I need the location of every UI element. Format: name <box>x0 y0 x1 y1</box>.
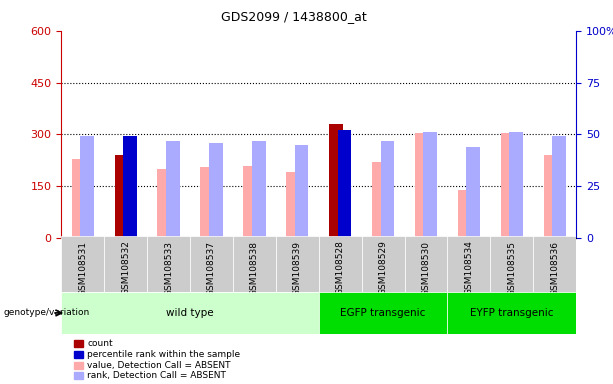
Bar <box>533 236 576 292</box>
Text: GSM108539: GSM108539 <box>293 241 302 296</box>
Bar <box>372 162 386 238</box>
Bar <box>190 236 233 292</box>
Text: GSM108535: GSM108535 <box>508 241 516 296</box>
Bar <box>338 130 351 238</box>
Bar <box>405 236 447 292</box>
Bar <box>104 236 147 292</box>
Text: wild type: wild type <box>166 308 214 318</box>
Bar <box>458 190 471 238</box>
Bar <box>200 167 214 238</box>
Text: GDS2099 / 1438800_at: GDS2099 / 1438800_at <box>221 10 367 23</box>
Text: genotype/variation: genotype/variation <box>3 308 89 318</box>
Bar <box>115 155 128 238</box>
Bar <box>447 292 576 334</box>
Text: GSM108533: GSM108533 <box>164 241 173 296</box>
Text: GSM108528: GSM108528 <box>336 241 345 296</box>
Bar <box>61 236 104 292</box>
Bar <box>209 143 223 238</box>
Bar <box>381 141 394 238</box>
Bar <box>490 236 533 292</box>
Text: GSM108531: GSM108531 <box>78 241 87 296</box>
Text: GSM108530: GSM108530 <box>422 241 430 296</box>
Text: percentile rank within the sample: percentile rank within the sample <box>87 350 240 359</box>
Bar <box>123 136 137 238</box>
Text: rank, Detection Call = ABSENT: rank, Detection Call = ABSENT <box>87 371 226 381</box>
Text: value, Detection Call = ABSENT: value, Detection Call = ABSENT <box>87 361 230 370</box>
Text: GSM108536: GSM108536 <box>550 241 559 296</box>
Text: count: count <box>87 339 113 348</box>
Bar <box>509 132 523 238</box>
Bar <box>147 236 190 292</box>
Bar <box>319 292 447 334</box>
Bar <box>501 132 514 238</box>
Text: EGFP transgenic: EGFP transgenic <box>340 308 426 318</box>
Bar <box>319 236 362 292</box>
Bar <box>243 166 257 238</box>
Bar <box>158 169 171 238</box>
Bar <box>233 236 276 292</box>
Text: GSM108537: GSM108537 <box>207 241 216 296</box>
Bar <box>74 372 83 379</box>
Bar <box>74 351 83 358</box>
Bar <box>74 362 83 369</box>
Bar <box>466 147 480 238</box>
Bar <box>72 159 85 238</box>
Bar <box>415 132 428 238</box>
Bar <box>329 124 343 238</box>
Bar <box>552 136 566 238</box>
Bar <box>447 236 490 292</box>
Bar <box>80 136 94 238</box>
Text: GSM108532: GSM108532 <box>121 241 130 296</box>
Bar <box>252 141 265 238</box>
Text: GSM108534: GSM108534 <box>465 241 473 296</box>
Bar <box>362 236 405 292</box>
Bar <box>61 292 319 334</box>
Text: GSM108538: GSM108538 <box>250 241 259 296</box>
Bar <box>286 172 300 238</box>
Bar <box>295 145 308 238</box>
Bar <box>74 340 83 347</box>
Text: EYFP transgenic: EYFP transgenic <box>470 308 554 318</box>
Bar <box>424 132 437 238</box>
Bar <box>544 155 557 238</box>
Text: GSM108529: GSM108529 <box>379 241 387 296</box>
Bar <box>276 236 319 292</box>
Bar <box>166 141 180 238</box>
